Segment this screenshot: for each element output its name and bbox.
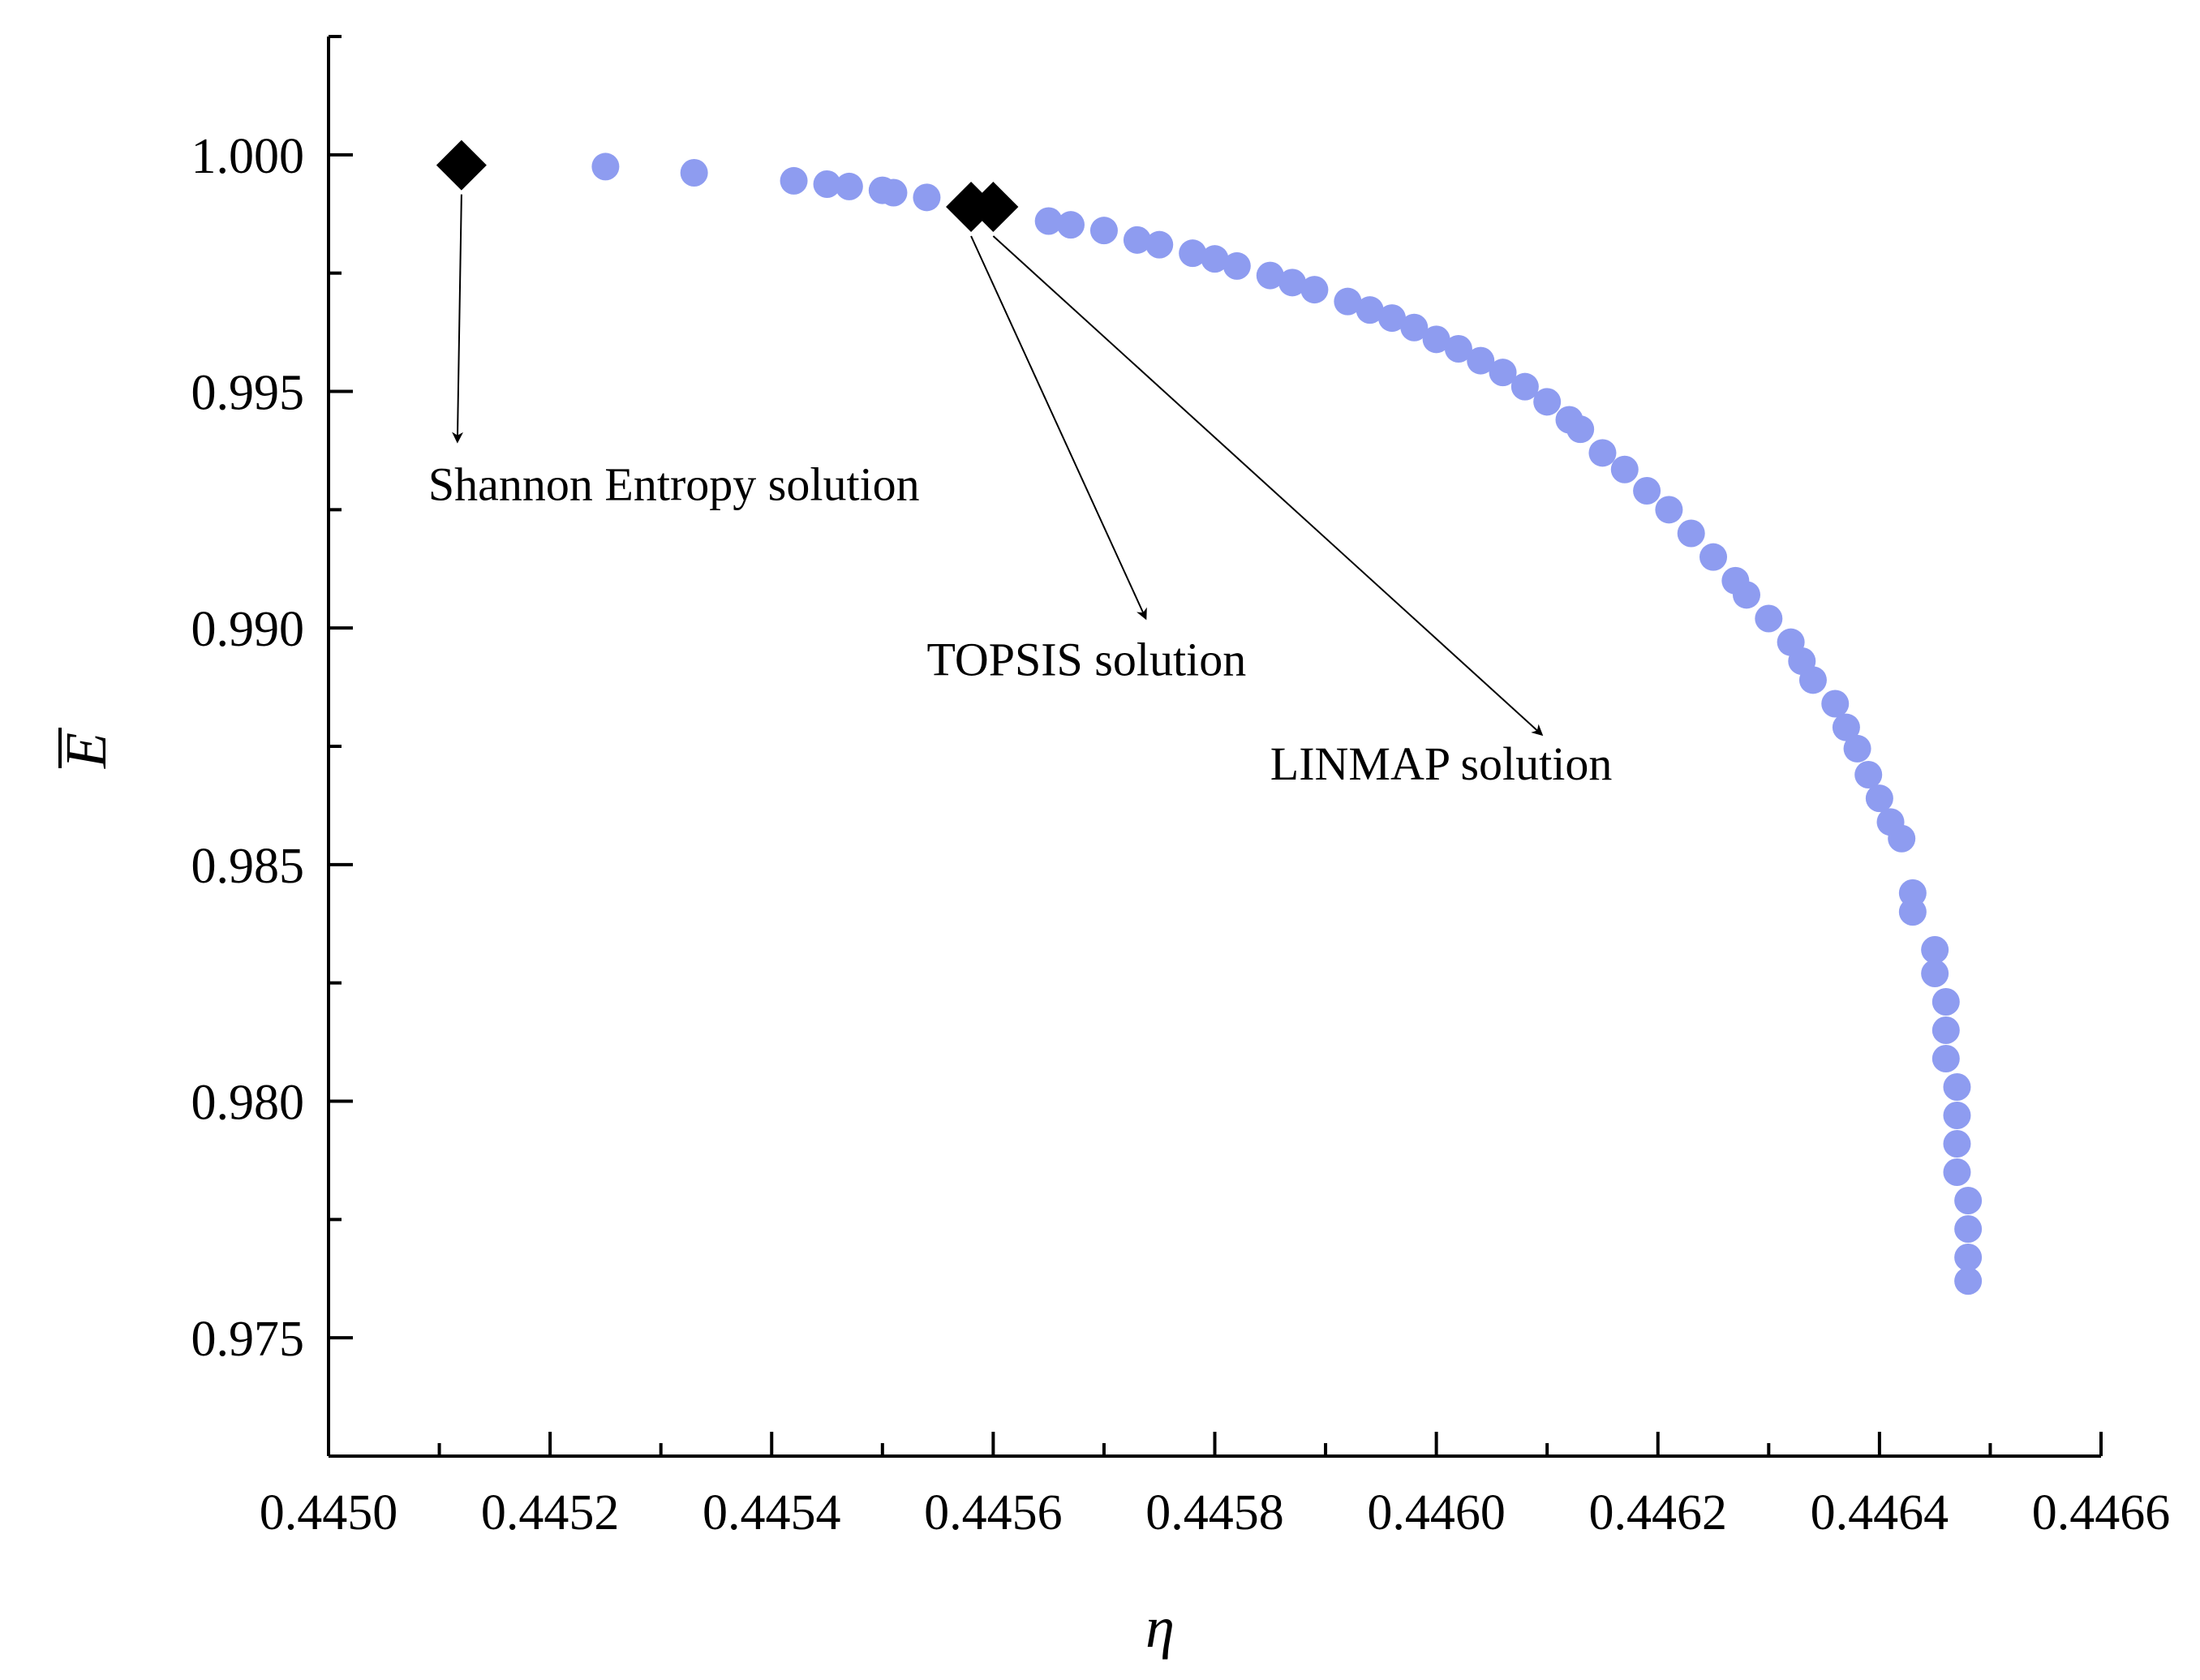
- pareto-point: [1898, 879, 1927, 907]
- annotations: Shannon Entropy solution TOPSIS solution L…: [428, 194, 1613, 790]
- pareto-point: [1954, 1215, 1983, 1243]
- pareto-point: [1378, 304, 1406, 333]
- pareto-frontier-series: [591, 153, 1983, 1295]
- pareto-point: [1145, 230, 1174, 259]
- x-tick-label: 0.4464: [1811, 1485, 1949, 1540]
- y-tick-label: 0.975: [191, 1312, 305, 1367]
- annotation-label: LINMAP solution: [1270, 737, 1613, 790]
- pareto-point: [1489, 359, 1517, 387]
- pareto-point: [1843, 734, 1871, 763]
- annotation-arrow: [452, 194, 464, 444]
- annotation-label: Shannon Entropy solution: [428, 458, 920, 511]
- pareto-point: [1356, 296, 1384, 324]
- pareto-point: [1888, 824, 1916, 853]
- pareto-point: [1943, 1130, 1971, 1158]
- pareto-point: [1201, 245, 1229, 273]
- pareto-point: [1123, 226, 1151, 254]
- pareto-point: [1655, 496, 1683, 524]
- pareto-point: [1931, 988, 1960, 1016]
- pareto-point: [1422, 325, 1450, 354]
- pareto-point: [1954, 1187, 1983, 1214]
- pareto-point: [1898, 898, 1927, 926]
- pareto-point: [1931, 1016, 1960, 1044]
- pareto-point: [813, 170, 841, 198]
- pareto-point: [1699, 543, 1728, 571]
- pareto-point: [591, 153, 620, 181]
- pareto-point: [1467, 346, 1495, 375]
- pareto-point: [1865, 784, 1893, 813]
- y-tick-label: 0.990: [191, 602, 305, 657]
- pareto-point: [1755, 604, 1783, 633]
- y-ticks: 0.975 0.980 0.985 0.990 0.995 1.000: [191, 35, 353, 1367]
- pareto-point: [1300, 276, 1329, 304]
- pareto-point: [1954, 1267, 1983, 1295]
- x-tick-label: 0.4456: [924, 1485, 1063, 1540]
- pareto-point: [1832, 713, 1860, 741]
- pareto-point: [1566, 415, 1595, 444]
- y-axis-title-group: E: [54, 728, 118, 769]
- pareto-point: [1798, 666, 1827, 694]
- pareto-point: [1943, 1158, 1971, 1186]
- x-axis-title: η: [1145, 1595, 1175, 1660]
- pareto-point: [680, 159, 708, 187]
- pareto-point: [1921, 935, 1949, 964]
- pareto-point: [1610, 455, 1639, 483]
- pareto-point: [1854, 761, 1883, 788]
- pareto-point: [1733, 581, 1760, 609]
- pareto-point: [835, 172, 863, 200]
- pareto-point: [1821, 690, 1850, 718]
- pareto-point: [1179, 239, 1207, 268]
- pareto-point: [1588, 439, 1617, 467]
- pareto-point: [1943, 1073, 1971, 1101]
- pareto-point: [1444, 335, 1472, 363]
- pareto-point: [1510, 372, 1539, 401]
- x-tick-label: 0.4466: [2032, 1485, 2171, 1540]
- pareto-point: [1056, 211, 1085, 239]
- x-tick-label: 0.4452: [481, 1485, 620, 1540]
- annotation-label: TOPSIS solution: [926, 634, 1246, 686]
- pareto-point: [1256, 261, 1284, 290]
- pareto-point: [1034, 207, 1063, 235]
- decision-points: [436, 140, 1019, 232]
- x-tick-label: 0.4454: [703, 1485, 841, 1540]
- pareto-point: [1334, 287, 1362, 316]
- pareto-point: [1278, 269, 1307, 297]
- pareto-point: [1677, 519, 1705, 548]
- pareto-point: [780, 166, 808, 195]
- annotation-arrow: [992, 235, 1544, 737]
- y-tick-label: 0.995: [191, 366, 305, 421]
- pareto-point: [1633, 477, 1661, 505]
- pareto-point: [1400, 313, 1429, 342]
- x-tick-label: 0.4460: [1367, 1485, 1506, 1540]
- y-tick-label: 0.980: [191, 1076, 305, 1131]
- pareto-point: [1533, 388, 1562, 416]
- shannon-entropy-solution-marker: [436, 140, 487, 191]
- x-tick-label: 0.4458: [1145, 1485, 1284, 1540]
- linmap-solution-marker: [968, 182, 1019, 232]
- x-tick-label: 0.4462: [1589, 1485, 1728, 1540]
- pareto-point: [1954, 1244, 1983, 1271]
- pareto-point: [1921, 960, 1949, 987]
- pareto-point: [1089, 217, 1118, 245]
- y-tick-label: 1.000: [191, 129, 305, 184]
- annotation-arrow: [970, 235, 1147, 621]
- y-axis-title: E: [54, 733, 118, 769]
- x-ticks: 0.4450 0.4452 0.4454 0.4456 0.4458 0.4460 0.44…: [260, 1432, 2171, 1540]
- x-tick-label: 0.4450: [260, 1485, 398, 1540]
- pareto-point: [879, 178, 908, 207]
- y-tick-label: 0.985: [191, 839, 305, 894]
- axis-titles: η E: [54, 728, 1175, 1660]
- pareto-point: [1222, 251, 1251, 280]
- pareto-point: [1931, 1045, 1960, 1072]
- pareto-point: [913, 183, 941, 212]
- pareto-point: [1943, 1102, 1971, 1129]
